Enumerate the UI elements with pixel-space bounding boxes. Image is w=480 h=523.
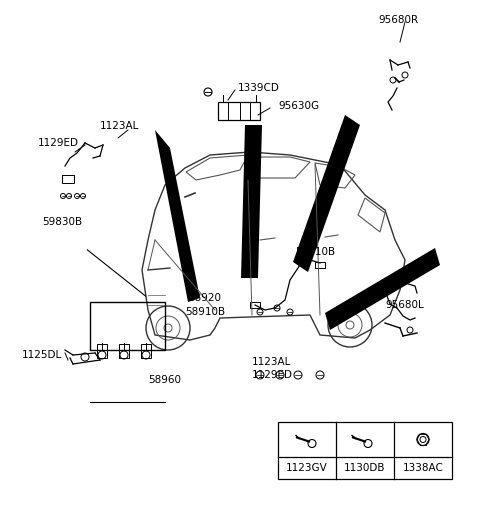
Polygon shape <box>241 125 262 278</box>
Bar <box>250 302 260 308</box>
Text: 1123GV: 1123GV <box>286 463 328 473</box>
Bar <box>315 262 325 268</box>
Text: 1129ED: 1129ED <box>252 370 293 380</box>
Text: 1123AL: 1123AL <box>252 357 291 367</box>
Polygon shape <box>325 248 440 330</box>
Bar <box>141 344 151 358</box>
Text: 95630G: 95630G <box>278 101 319 111</box>
Text: 59830B: 59830B <box>42 217 82 227</box>
Text: 95680L: 95680L <box>385 300 424 310</box>
Text: 1123AL: 1123AL <box>100 121 139 131</box>
Text: 58910B: 58910B <box>185 307 225 317</box>
Bar <box>278 422 452 479</box>
Text: 58960: 58960 <box>148 375 181 385</box>
Text: 1129ED: 1129ED <box>38 138 79 148</box>
Text: 58920: 58920 <box>188 293 221 303</box>
Text: 59810B: 59810B <box>295 247 335 257</box>
Bar <box>97 344 107 358</box>
Polygon shape <box>155 130 200 302</box>
Text: 1125DL: 1125DL <box>22 350 62 360</box>
Text: 95680R: 95680R <box>378 15 418 25</box>
Text: 1338AC: 1338AC <box>403 463 444 473</box>
Text: 1130DB: 1130DB <box>344 463 386 473</box>
Bar <box>119 344 129 358</box>
Text: 1339CD: 1339CD <box>238 83 280 93</box>
Polygon shape <box>293 115 360 272</box>
Bar <box>62 175 74 183</box>
